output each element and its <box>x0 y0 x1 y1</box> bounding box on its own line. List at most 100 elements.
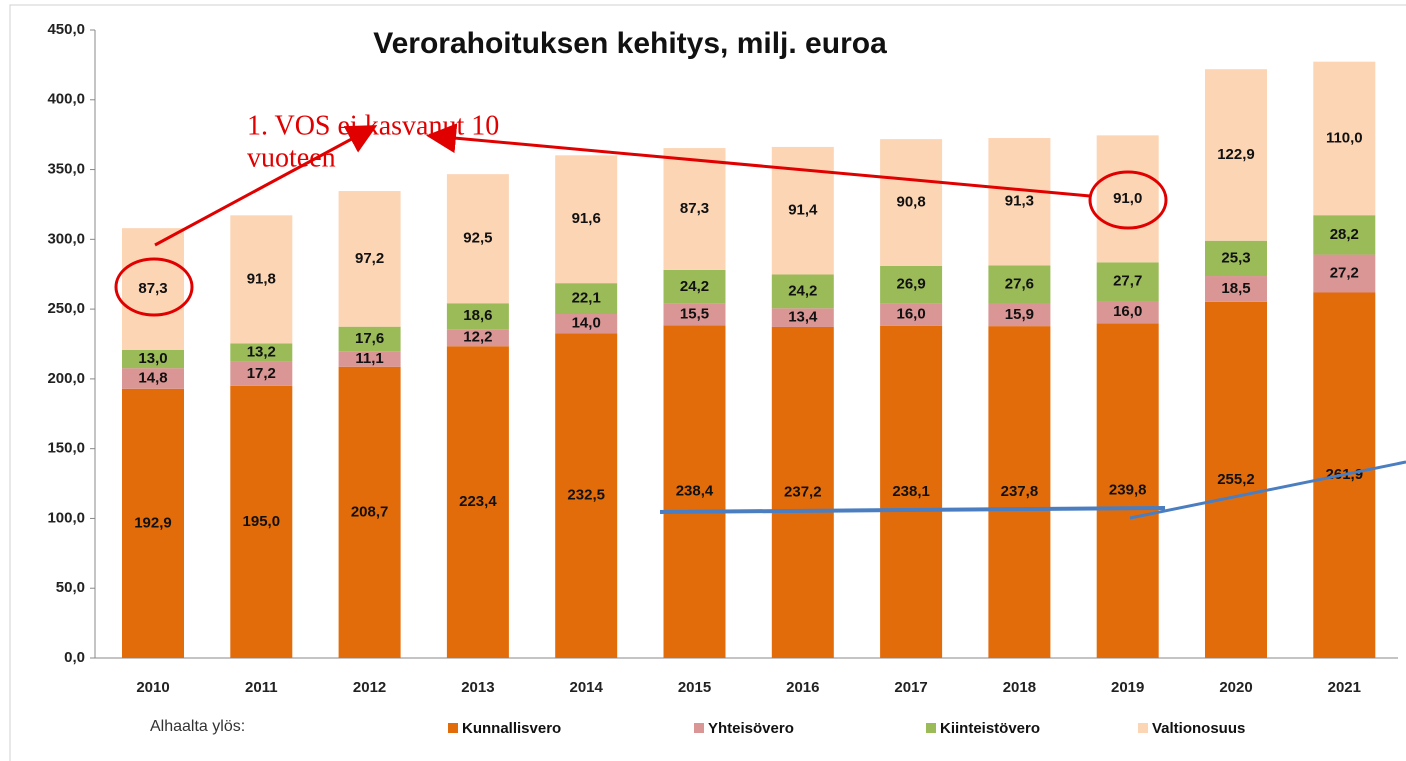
bar-segment <box>446 174 509 304</box>
value-label: 27,7 <box>1113 273 1142 290</box>
bar-segment <box>771 274 834 309</box>
bar-segment <box>122 368 184 389</box>
x-tick-label: 2012 <box>353 679 386 696</box>
value-label: 26,9 <box>896 276 925 293</box>
y-tick-label: 200,0 <box>47 370 85 387</box>
value-label: 25,3 <box>1221 249 1250 266</box>
x-tick-label: 2015 <box>678 679 711 696</box>
value-label: 15,5 <box>680 305 709 322</box>
x-tick-label: 2021 <box>1328 679 1361 696</box>
bar-segment <box>446 329 509 347</box>
y-tick-label: 250,0 <box>47 300 85 317</box>
value-label: 208,7 <box>351 503 389 520</box>
bar-segment <box>880 265 943 304</box>
x-tick-label: 2013 <box>461 679 494 696</box>
trend-line <box>1129 460 1406 520</box>
value-label: 17,2 <box>247 365 276 382</box>
x-tick-label: 2020 <box>1219 679 1252 696</box>
bar-segment <box>663 303 726 326</box>
bar-segment <box>988 265 1051 304</box>
arrow <box>154 125 378 247</box>
legend-label: Kiinteistövero <box>940 720 1040 737</box>
value-label: 91,6 <box>572 210 601 227</box>
bar-segment <box>988 303 1051 327</box>
value-label: 11,1 <box>355 350 383 367</box>
frame <box>9 4 1406 761</box>
value-label: 239,8 <box>1109 482 1147 499</box>
value-label: 255,2 <box>1217 471 1255 488</box>
legend-title: Alhaalta ylös: <box>150 718 245 735</box>
bar-segment <box>230 343 293 362</box>
x-tick-label: 2010 <box>136 679 169 696</box>
annotations: 1. VOS ei kasvanut 10 vuoteen <box>114 110 1406 520</box>
value-label: 91,4 <box>788 202 818 219</box>
x-tick-label: 2011 <box>245 679 278 696</box>
bar-segment <box>1313 61 1376 216</box>
value-label: 27,6 <box>1005 276 1034 293</box>
value-label: 192,9 <box>134 514 172 531</box>
value-label: 223,4 <box>459 493 497 510</box>
bar-segment <box>122 388 184 658</box>
value-label: 90,8 <box>896 193 925 210</box>
value-label: 92,5 <box>463 230 492 247</box>
bar-segment <box>771 308 834 327</box>
value-label: 237,8 <box>1001 483 1039 500</box>
value-label: 97,2 <box>355 250 384 267</box>
value-label: 195,0 <box>243 513 281 530</box>
y-tick-label: 150,0 <box>47 440 85 457</box>
value-label: 91,3 <box>1005 193 1034 210</box>
bar-segment <box>663 325 726 658</box>
legend-label: Yhteisövero <box>708 720 794 737</box>
bar-segment <box>771 326 834 658</box>
x-tick-label: 2017 <box>894 679 927 696</box>
y-tick-label: 100,0 <box>47 509 85 526</box>
highlight-circle <box>1088 170 1168 230</box>
legend-swatch <box>694 723 704 733</box>
value-label: 24,2 <box>680 278 709 295</box>
y-tick-label: 300,0 <box>47 230 85 247</box>
value-label: 87,3 <box>680 200 709 217</box>
bar-segment <box>122 228 184 351</box>
bar-segment <box>122 350 184 369</box>
bar-segment <box>1205 301 1267 658</box>
bar-segment <box>663 269 726 304</box>
y-tick-label: 450,0 <box>47 21 85 38</box>
chart-title: Verorahoituksen kehitys, milj. euroa <box>373 27 887 60</box>
bar-segment <box>338 366 401 658</box>
annotation-text: vuoteen <box>247 142 336 173</box>
bar-segment <box>1096 301 1159 324</box>
trend-line <box>659 506 1166 514</box>
value-label: 18,5 <box>1221 280 1250 297</box>
value-label: 12,2 <box>463 329 492 346</box>
bar-segment <box>1205 276 1267 302</box>
value-label: 28,2 <box>1330 226 1359 243</box>
bar-segment <box>555 333 618 658</box>
y-tick-label: 50,0 <box>56 579 85 596</box>
value-label: 18,6 <box>463 307 492 324</box>
value-label: 17,6 <box>355 330 384 347</box>
y-tick-label: 350,0 <box>47 161 85 178</box>
bar-segment <box>1205 240 1267 277</box>
bar-segment <box>230 385 293 658</box>
value-label: 22,1 <box>572 290 601 307</box>
bar-segment <box>555 155 618 284</box>
bar-segment <box>1205 69 1267 241</box>
x-tick-label: 2014 <box>570 679 604 696</box>
annotation-text: 1. VOS ei kasvanut 10 <box>247 110 499 141</box>
bar-segment <box>555 283 618 314</box>
value-label: 13,4 <box>788 309 818 326</box>
bar-segment <box>1313 254 1376 293</box>
bar-segment <box>988 326 1051 658</box>
value-label: 238,4 <box>676 483 714 500</box>
bar-segment <box>230 215 293 344</box>
value-label: 15,9 <box>1005 306 1034 323</box>
value-label: 91,8 <box>247 270 276 287</box>
y-tick-label: 0,0 <box>64 649 85 666</box>
value-label: 27,2 <box>1330 264 1359 281</box>
plot: 0,0 50,0 100,0 150,0 200,0 250,0 300,0 350,0 400… <box>47 21 1398 737</box>
bar-segment <box>880 303 943 326</box>
value-label: 16,0 <box>1113 303 1142 320</box>
legend-label: Kunnallisvero <box>462 720 561 737</box>
